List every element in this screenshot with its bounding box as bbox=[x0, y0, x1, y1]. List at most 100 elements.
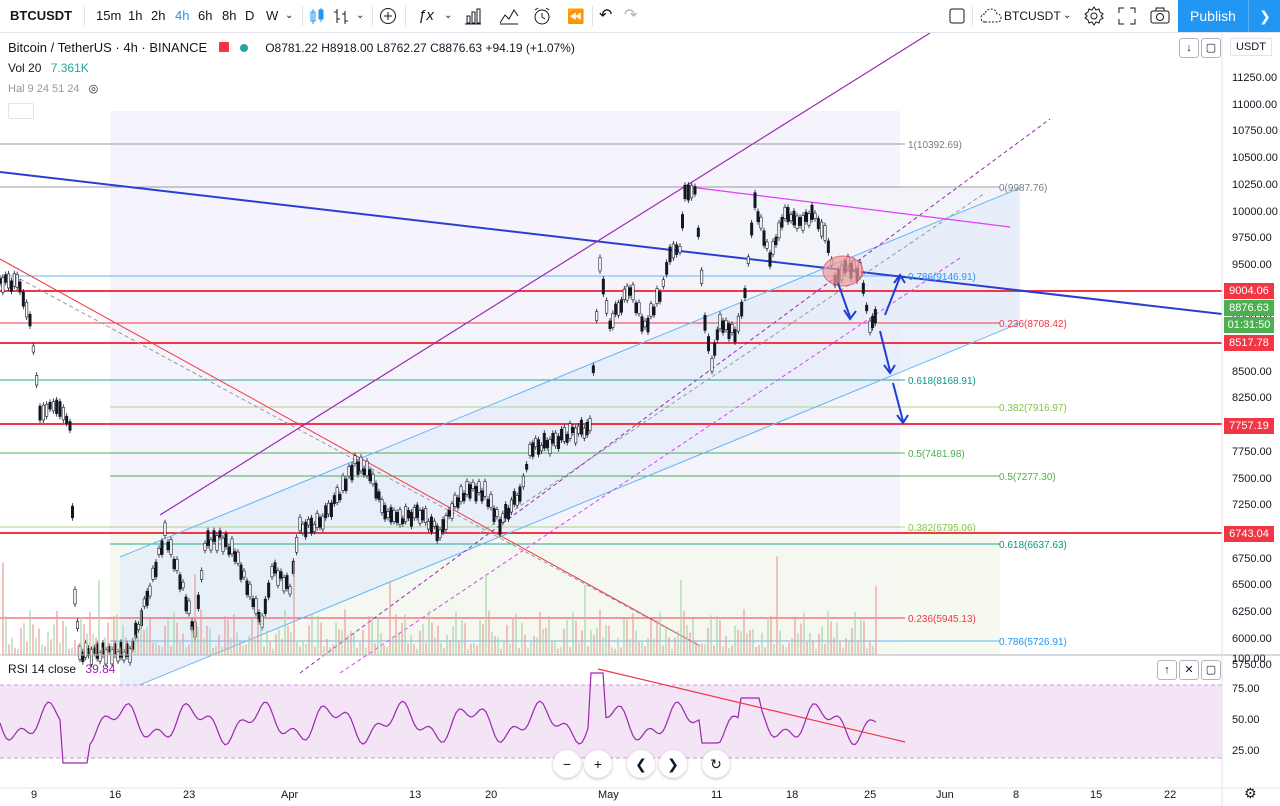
channel-top-line[interactable] bbox=[119, 187, 1021, 558]
candle-body bbox=[736, 315, 740, 332]
replay-rewind-icon[interactable]: ⏪ bbox=[567, 8, 585, 24]
volume-bar bbox=[851, 628, 853, 655]
hal-indicator-legend[interactable]: Hal 9 24 51 24 ◎ bbox=[8, 82, 98, 95]
channel-bottom-line[interactable] bbox=[119, 322, 1021, 694]
rsi-tick-label: 25.00 bbox=[1232, 745, 1260, 757]
compare-plus-icon[interactable] bbox=[379, 7, 397, 25]
candles-chart-type-icon[interactable] bbox=[308, 7, 326, 25]
snapshot-camera-icon[interactable] bbox=[1150, 7, 1170, 25]
volume-bar bbox=[398, 633, 400, 655]
templates-icon[interactable] bbox=[499, 7, 519, 25]
financials-icon[interactable] bbox=[464, 7, 482, 25]
upper-channel-line[interactable] bbox=[159, 33, 931, 516]
maximize-pane-icon[interactable]: ▢ bbox=[1201, 38, 1221, 58]
chart-type-chevron-icon[interactable]: ⌄ bbox=[356, 10, 365, 21]
publish-button[interactable]: Publish bbox=[1178, 0, 1248, 32]
chart-canvas[interactable]: 1(10392.69) 0(9987.76) 0.786(9146.91) 0.236… bbox=[0, 33, 1280, 806]
long-term-trendline[interactable] bbox=[0, 171, 1223, 315]
volume-bar bbox=[500, 648, 502, 655]
volume-bar bbox=[605, 625, 607, 655]
volume-bar bbox=[584, 584, 586, 655]
volume-bar bbox=[308, 625, 310, 655]
indicators-chevron-icon[interactable]: ⌄ bbox=[444, 10, 453, 21]
candle-body bbox=[356, 461, 360, 475]
highlight-ellipse[interactable] bbox=[822, 255, 864, 287]
indicators-fx-icon[interactable]: ƒx bbox=[418, 7, 434, 24]
scroll-down-arrow-icon[interactable]: ↓ bbox=[1179, 38, 1199, 58]
volume-bar bbox=[374, 643, 376, 655]
candle-body bbox=[344, 478, 348, 491]
chart-settings-gear-icon[interactable]: ⚙ bbox=[1244, 785, 1257, 801]
dashed-grey-line[interactable] bbox=[479, 192, 986, 534]
volume-bar bbox=[62, 621, 64, 655]
volume-bar bbox=[335, 622, 337, 655]
rsi-tick-label: 50.00 bbox=[1232, 714, 1260, 726]
zoom-in-button[interactable]: + bbox=[584, 750, 612, 778]
fullscreen-icon[interactable] bbox=[1118, 7, 1136, 25]
interval-4h-button[interactable]: 4h bbox=[175, 8, 190, 23]
layout-chevron-icon[interactable]: ⌄ bbox=[1063, 10, 1072, 21]
interval-dropdown-chevron-icon[interactable]: ⌄ bbox=[285, 10, 294, 21]
hide-eye-icon[interactable]: ◎ bbox=[88, 83, 99, 95]
interval-d-button[interactable]: D bbox=[245, 8, 255, 23]
pink-resistance-line[interactable] bbox=[689, 186, 1011, 228]
interval-w-button[interactable]: W bbox=[266, 8, 279, 23]
volume-bar bbox=[665, 627, 667, 655]
candle-body bbox=[371, 473, 375, 485]
fib-level-label: 0(9987.76) bbox=[999, 183, 1047, 194]
volume-bar bbox=[476, 645, 478, 655]
settings-gear-icon[interactable] bbox=[1084, 6, 1104, 26]
volume-bar bbox=[608, 625, 610, 655]
candle-body bbox=[762, 230, 766, 246]
candle-body bbox=[81, 651, 85, 662]
volume-bar bbox=[710, 615, 712, 655]
volume-bar bbox=[263, 646, 265, 655]
projection-arrows[interactable] bbox=[837, 273, 909, 425]
reset-chart-icon[interactable]: ↻ bbox=[702, 750, 730, 778]
move-pane-up-icon[interactable]: ↑ bbox=[1157, 660, 1177, 680]
candle-body bbox=[307, 518, 311, 526]
live-status-dot-icon bbox=[239, 44, 248, 52]
zoom-out-button[interactable]: − bbox=[553, 750, 581, 778]
volume-bar bbox=[701, 643, 703, 655]
undo-icon[interactable]: ↶ bbox=[599, 7, 613, 24]
symbol-search-button[interactable]: BTCUSDT bbox=[10, 8, 73, 23]
volume-bar bbox=[290, 632, 292, 655]
dashed-magenta-line[interactable] bbox=[339, 257, 961, 674]
symbol-menu-icon[interactable] bbox=[218, 42, 229, 52]
close-pane-icon[interactable]: ✕ bbox=[1179, 660, 1199, 680]
interval-15m-button[interactable]: 15m bbox=[96, 8, 122, 23]
interval-1h-button[interactable]: 1h bbox=[128, 8, 143, 23]
volume-bar bbox=[422, 624, 424, 655]
candle-body bbox=[537, 439, 541, 455]
scroll-left-button[interactable]: ❮ bbox=[627, 750, 655, 778]
maximize-rsi-pane-icon[interactable]: ▢ bbox=[1201, 660, 1221, 680]
rsi-divergence-line[interactable] bbox=[597, 668, 906, 743]
currency-label[interactable]: USDT bbox=[1230, 38, 1272, 56]
interval-2h-button[interactable]: 2h bbox=[151, 8, 166, 23]
rsi-legend[interactable]: RSI 14 close 39.84 bbox=[8, 662, 115, 676]
scroll-right-button[interactable]: ❯ bbox=[659, 750, 687, 778]
saved-layout-name[interactable]: BTCUSDT bbox=[1004, 9, 1061, 23]
candle-body bbox=[25, 301, 29, 318]
fib-level-label: 0.618(6637.63) bbox=[999, 540, 1067, 551]
cloud-save-icon[interactable] bbox=[980, 8, 1002, 24]
layout-square-icon[interactable] bbox=[948, 7, 966, 25]
publish-dropdown-arrow-icon[interactable]: ❯ bbox=[1248, 0, 1280, 32]
volume-bar bbox=[869, 640, 871, 655]
candle-body bbox=[18, 281, 22, 293]
descending-trendline[interactable] bbox=[0, 258, 701, 647]
dashed-purple-line[interactable] bbox=[299, 118, 1051, 674]
alert-clock-icon[interactable] bbox=[532, 6, 552, 26]
bars-chart-type-icon[interactable] bbox=[332, 7, 350, 25]
redo-icon[interactable]: ↷ bbox=[624, 7, 638, 24]
volume-bar bbox=[746, 633, 748, 655]
candle-body bbox=[495, 509, 499, 517]
candle-body bbox=[468, 484, 472, 499]
interval-6h-button[interactable]: 6h bbox=[198, 8, 213, 23]
volume-legend[interactable]: Vol 20 7.361K bbox=[8, 61, 89, 75]
interval-8h-button[interactable]: 8h bbox=[222, 8, 237, 23]
collapse-legend-button[interactable] bbox=[8, 103, 34, 119]
volume-bar bbox=[401, 622, 403, 655]
volume-bar bbox=[242, 645, 244, 655]
